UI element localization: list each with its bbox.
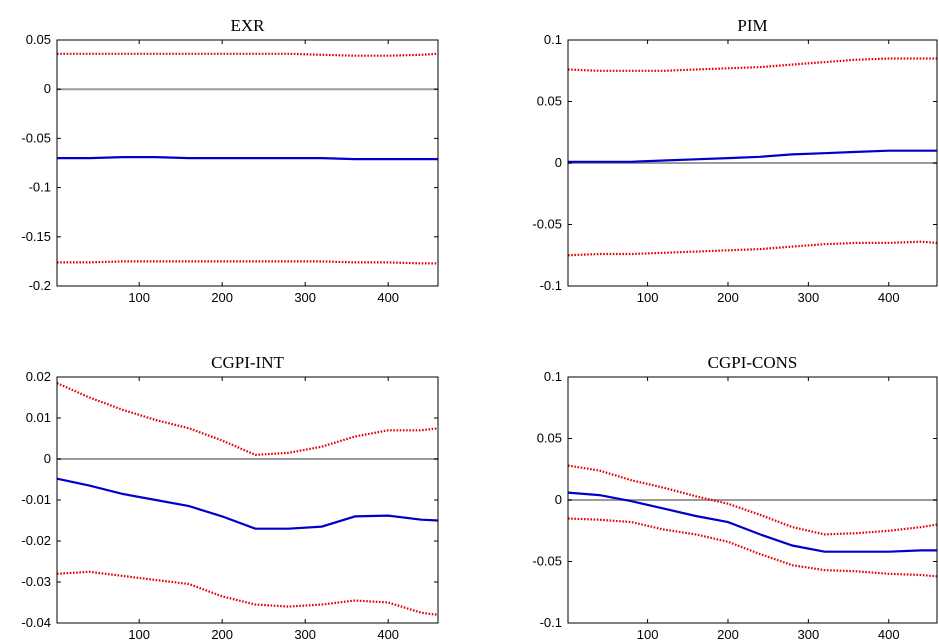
y-tick-label-cgpi-cons: -0.1 — [540, 615, 562, 630]
series-estimate-cgpi-cons — [567, 491, 937, 553]
y-tick-label-cgpi-int: -0.02 — [21, 533, 51, 548]
x-tick-label-pim: 400 — [878, 290, 900, 305]
series-lower-cgpi-cons — [567, 517, 938, 578]
y-tick-label-cgpi-cons: 0.05 — [537, 431, 562, 446]
x-tick-label-cgpi-cons: 400 — [878, 627, 900, 642]
subplot-exr: EXR 100 200 300 400 -0.2 -0.15 -0.1 -0.05 0 0.05 — [21, 16, 439, 305]
series-estimate-exr — [57, 156, 438, 161]
x-tick-label-exr: 200 — [211, 290, 233, 305]
y-tick-label-exr: -0.2 — [29, 278, 51, 293]
y-tick-label-pim: 0.1 — [544, 32, 562, 47]
y-tick-label-exr: -0.05 — [21, 130, 51, 145]
series-upper-pim — [567, 57, 937, 72]
series-upper-cgpi-int — [56, 382, 439, 457]
series-estimate-pim — [568, 149, 937, 163]
x-tick-label-cgpi-int: 400 — [377, 627, 399, 642]
x-tick-label-cgpi-int: 100 — [128, 627, 150, 642]
y-tick-label-pim: 0 — [555, 155, 562, 170]
x-tick-label-cgpi-cons: 100 — [637, 627, 659, 642]
series-lower-pim — [567, 240, 938, 257]
series-lower-exr — [57, 260, 438, 265]
x-tick-label-cgpi-int: 200 — [211, 627, 233, 642]
y-tick-label-cgpi-int: 0.01 — [26, 410, 51, 425]
y-tick-label-cgpi-cons: 0.1 — [544, 369, 562, 384]
y-tick-label-cgpi-cons: -0.05 — [532, 554, 562, 569]
x-tick-label-cgpi-cons: 300 — [798, 627, 820, 642]
y-tick-label-pim: -0.1 — [540, 278, 562, 293]
y-tick-label-exr: -0.15 — [21, 229, 51, 244]
x-tick-label-exr: 300 — [294, 290, 316, 305]
y-tick-label-exr: 0.05 — [26, 32, 51, 47]
subplot-title-cgpi-int: CGPI-INT — [211, 353, 284, 372]
y-tick-label-cgpi-int: -0.04 — [21, 615, 51, 630]
subplot-title-cgpi-cons: CGPI-CONS — [708, 353, 798, 372]
series-estimate-cgpi-int — [56, 477, 439, 530]
x-tick-label-pim: 100 — [637, 290, 659, 305]
subplot-pim: PIM 100 200 300 400 -0.1 -0.05 0 0.05 0.1 — [532, 16, 938, 305]
subplot-cgpi-cons: CGPI-CONS 100 200 300 400 -0.1 -0.05 0 0.05 0.1 — [532, 353, 938, 642]
axes-box-cgpi-int — [56, 376, 439, 624]
y-tick-label-pim: -0.05 — [532, 217, 562, 232]
y-tick-label-cgpi-int: -0.03 — [21, 574, 51, 589]
y-tick-label-exr: -0.1 — [29, 180, 51, 195]
subplot-cgpi-int: CGPI-INT 100 200 300 400 -0.04 -0.03 -0.02 -0.01… — [21, 353, 439, 642]
series-lower-cgpi-int — [56, 570, 439, 616]
series-upper-exr — [57, 52, 439, 57]
x-tick-label-exr: 400 — [377, 290, 399, 305]
x-tick-label-cgpi-int: 300 — [294, 627, 316, 642]
x-tick-label-cgpi-cons: 200 — [717, 627, 739, 642]
x-tick-label-exr: 100 — [128, 290, 150, 305]
y-tick-label-exr: 0 — [44, 81, 51, 96]
x-tick-label-pim: 200 — [717, 290, 739, 305]
y-tick-label-cgpi-int: 0.02 — [26, 369, 51, 384]
axes-box-exr — [56, 39, 439, 287]
subplot-title-exr: EXR — [231, 16, 266, 35]
y-tick-label-pim: 0.05 — [537, 94, 562, 109]
y-tick-label-cgpi-cons: 0 — [555, 492, 562, 507]
subplot-title-pim: PIM — [737, 16, 767, 35]
y-tick-label-cgpi-int: 0 — [44, 451, 51, 466]
series-upper-cgpi-cons — [567, 464, 938, 536]
y-tick-label-cgpi-int: -0.01 — [21, 492, 51, 507]
x-tick-label-pim: 300 — [798, 290, 820, 305]
